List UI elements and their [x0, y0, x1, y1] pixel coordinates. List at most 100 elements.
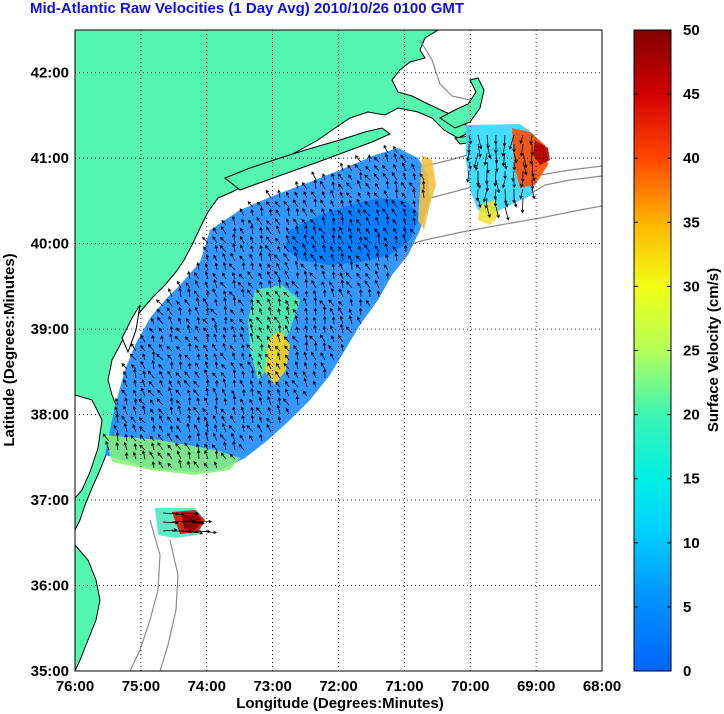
velocity-arrow: [402, 172, 407, 181]
velocity-arrow: [409, 182, 416, 190]
velocity-arrow: [259, 244, 263, 253]
velocity-arrow: [321, 216, 326, 226]
velocity-arrow: [151, 359, 155, 370]
velocity-arrow: [151, 334, 155, 343]
velocity-arrow: [258, 370, 263, 379]
velocity-arrow: [204, 281, 209, 289]
velocity-arrow: [276, 388, 281, 397]
velocity-arrow: [151, 461, 156, 469]
velocity-arrow: [147, 389, 155, 397]
velocity-arrow: [256, 201, 263, 208]
velocity-arrow: [121, 389, 128, 397]
velocity-arrow: [393, 227, 398, 235]
velocity-arrow: [384, 153, 389, 163]
velocity-arrow: [266, 236, 272, 244]
velocity-arrow: [304, 290, 309, 298]
velocity-arrow: [202, 408, 209, 415]
velocity-arrow: [159, 343, 164, 352]
velocity-arrow: [366, 252, 371, 262]
velocity-arrow: [313, 289, 317, 298]
velocity-arrow: [365, 272, 371, 280]
velocity-arrow: [277, 352, 281, 361]
velocity-arrow: [180, 511, 199, 516]
velocity-arrow: [230, 415, 236, 424]
velocity-arrow: [375, 208, 380, 217]
velocity-arrow: [211, 317, 218, 325]
velocity-arrow: [357, 179, 362, 190]
velocity-arrow: [178, 317, 182, 325]
velocity-arrow: [139, 426, 146, 433]
velocity-arrow: [222, 252, 227, 262]
velocity-arrow: [412, 200, 416, 208]
y-tick-label: 40:00: [31, 236, 69, 253]
velocity-arrow: [232, 395, 237, 406]
colorbar-tick-label: 25: [683, 343, 700, 360]
velocity-arrow: [196, 397, 200, 406]
velocity-arrow: [295, 351, 299, 361]
velocity-arrow: [232, 440, 236, 451]
velocity-arrow: [332, 226, 336, 235]
velocity-arrow: [412, 172, 417, 181]
velocity-arrow: [291, 379, 299, 388]
velocity-arrow: [133, 443, 138, 451]
velocity-arrow: [331, 217, 336, 226]
map-title: Mid-Atlantic Raw Velocities (1 Day Avg) …: [30, 0, 465, 17]
velocity-arrow: [258, 272, 263, 280]
velocity-arrow: [250, 209, 254, 217]
velocity-arrow: [302, 208, 308, 217]
land-cape-cod: [439, 77, 485, 129]
velocity-arrow: [211, 444, 218, 451]
velocity-arrow: [212, 235, 218, 244]
velocity-arrow: [267, 371, 272, 379]
velocity-arrow: [214, 424, 218, 433]
velocity-arrow: [391, 172, 398, 181]
velocity-arrow: [404, 244, 408, 253]
velocity-arrow: [232, 379, 237, 388]
velocity-arrow: [522, 152, 528, 169]
velocity-arrow: [311, 191, 317, 199]
velocity-arrow: [230, 309, 236, 316]
velocity-arrow: [246, 344, 254, 352]
velocity-arrow: [157, 389, 164, 397]
velocity-arrow: [187, 307, 192, 316]
velocity-arrow: [375, 200, 380, 208]
velocity-arrow: [241, 370, 245, 379]
velocity-arrow: [129, 353, 137, 361]
velocity-arrow: [284, 380, 290, 388]
velocity-arrow: [301, 182, 308, 190]
velocity-arrow: [383, 190, 389, 199]
velocity-arrow: [311, 280, 317, 289]
velocity-arrow: [338, 306, 344, 316]
velocity-arrow: [241, 414, 245, 424]
velocity-arrow: [239, 333, 245, 343]
velocity-arrow: [159, 414, 164, 424]
velocity-arrow: [309, 335, 317, 343]
velocity-arrow: [365, 216, 371, 226]
velocity-arrow: [495, 179, 501, 194]
velocity-arrow: [268, 306, 272, 316]
velocity-arrow: [295, 207, 300, 217]
velocity-arrow: [348, 199, 353, 208]
velocity-arrow: [185, 317, 191, 325]
velocity-arrow: [286, 207, 291, 217]
velocity-arrow: [268, 252, 272, 262]
velocity-arrow: [309, 219, 317, 226]
velocity-arrow: [147, 370, 155, 379]
velocity-arrow: [365, 299, 371, 307]
velocity-arrow: [419, 173, 425, 181]
velocity-arrow: [241, 352, 245, 361]
velocity-arrow: [166, 298, 173, 307]
velocity-arrow: [295, 395, 300, 406]
velocity-arrow: [140, 360, 146, 370]
velocity-arrow: [348, 209, 353, 217]
velocity-arrow: [214, 244, 219, 253]
colorbar-tick-label: 20: [683, 407, 700, 424]
velocity-arrow: [241, 218, 245, 226]
velocity-arrow: [313, 361, 318, 370]
velocity-arrow: [292, 235, 299, 244]
velocity-arrow: [114, 397, 119, 406]
velocity-arrow: [400, 154, 407, 163]
velocity-arrow: [495, 206, 500, 219]
velocity-arrow: [320, 180, 326, 190]
